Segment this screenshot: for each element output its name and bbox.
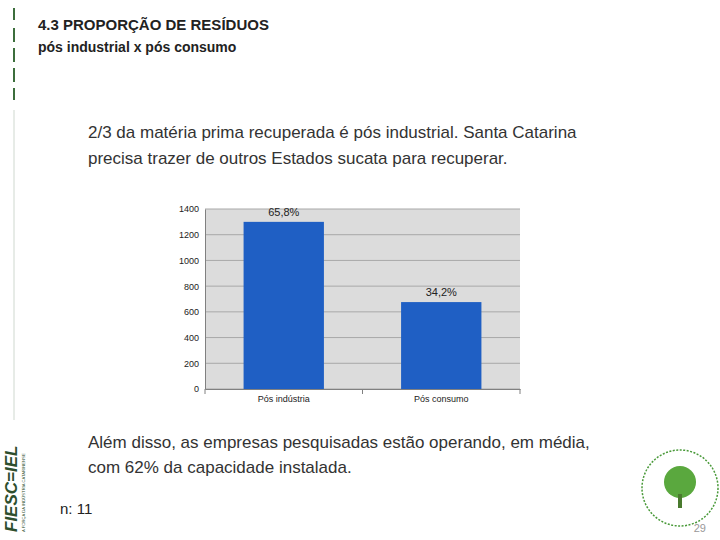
- intro-text: 2/3 da matéria prima recuperada é pós in…: [88, 123, 577, 142]
- category-separator: [520, 389, 521, 394]
- bar-annotation: 65,8%: [268, 206, 299, 218]
- x-tick: Pós indústria: [258, 389, 310, 404]
- grid: [205, 209, 520, 389]
- bars: [244, 222, 482, 389]
- logo-trunk: [678, 494, 682, 508]
- y-tick-label: 400: [184, 333, 199, 343]
- deco-line: [13, 48, 15, 62]
- y-tick-label: 800: [184, 282, 199, 292]
- y-axis: 0 200 400 600 800 1000 1200 1400: [179, 204, 206, 394]
- conclusion-text: Além disso, as empresas pesquisadas estã…: [88, 433, 590, 452]
- y-tick: 1200: [179, 230, 205, 240]
- left-decoration: [14, 8, 15, 420]
- y-tick: 1400: [179, 204, 205, 214]
- y-tick-label: 1000: [179, 256, 199, 266]
- logo-tree: [664, 466, 696, 498]
- category-separator: [362, 389, 363, 394]
- conclusion-text: com 62% da capacidade instalada.: [88, 458, 352, 477]
- grid-line: [205, 209, 520, 210]
- bar: [244, 222, 324, 389]
- brand-name: FIESC=IEL: [2, 446, 21, 532]
- brand: FIESC=IELA FORÇA DA INDÚSTRIA CATARINENS…: [2, 446, 26, 532]
- logo: [642, 450, 718, 526]
- x-axis: Pós indústria Pós consumo: [206, 389, 521, 404]
- deco-line: [13, 68, 15, 82]
- subheading: pós industrial x pós consumo: [38, 39, 236, 55]
- plot-area: [205, 209, 520, 389]
- y-tick: 200: [184, 359, 205, 369]
- y-tick-label: 0: [194, 384, 199, 394]
- heading: 4.3 PROPORÇÃO DE RESÍDUOS: [38, 16, 269, 33]
- deco-line: [13, 8, 15, 20]
- y-tick-label: 600: [184, 307, 199, 317]
- y-tick: 0: [194, 384, 205, 394]
- bar: [401, 302, 481, 389]
- y-tick-label: 1200: [179, 230, 199, 240]
- deco-line: [14, 110, 15, 420]
- intro-text: precisa trazer de outros Estados sucata …: [88, 149, 508, 168]
- y-tick: 800: [184, 282, 205, 292]
- brand-tagline: A FORÇA DA INDÚSTRIA CATARINENSE: [21, 453, 26, 532]
- y-tick: 1000: [179, 256, 205, 266]
- y-axis-line: [205, 210, 206, 390]
- y-tick: 400: [184, 333, 205, 343]
- category-separator: [205, 389, 206, 394]
- y-tick-label: 200: [184, 359, 199, 369]
- slide: 4.3 PROPORÇÃO DE RESÍDUOS pós industrial …: [0, 0, 720, 540]
- chart: 0200400600800100012001400Pós indústriaPó…: [179, 204, 521, 404]
- page-number: 29: [694, 522, 706, 534]
- sample-size: n: 11: [60, 500, 92, 517]
- y-tick-label: 1400: [179, 204, 199, 214]
- logo-ring: [642, 450, 718, 526]
- y-tick: 600: [184, 307, 205, 317]
- deco-line: [13, 28, 15, 42]
- x-tick: Pós consumo: [414, 389, 469, 404]
- x-tick-label: Pós consumo: [414, 394, 469, 404]
- bar-annotation: 34,2%: [426, 286, 457, 298]
- deco-line: [13, 88, 15, 100]
- x-tick-label: Pós indústria: [258, 394, 310, 404]
